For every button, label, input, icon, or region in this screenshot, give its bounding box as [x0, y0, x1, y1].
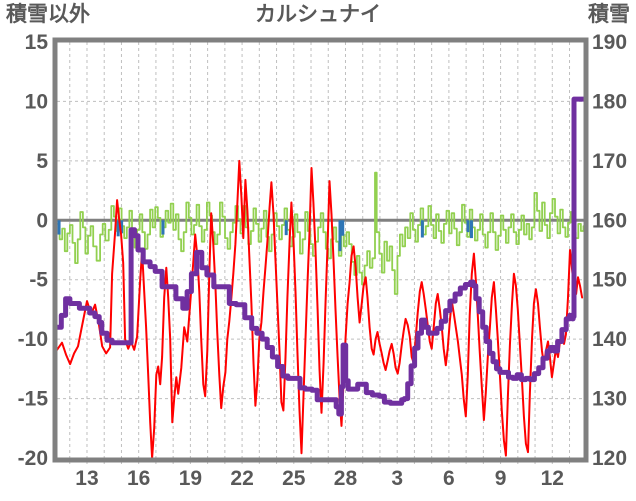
right-axis-tick-label: 180	[592, 90, 627, 113]
series-hourly-step	[57, 171, 584, 295]
x-axis-tick-label: 12	[541, 467, 564, 490]
series-precip-bars-bar	[466, 220, 470, 233]
x-axis-tick-label: 19	[179, 467, 202, 490]
x-axis-tick-label: 6	[443, 467, 455, 490]
left-axis-tick-label: -5	[29, 269, 48, 292]
right-axis-tick-label: 150	[592, 269, 627, 292]
series-precip-bars-bar	[420, 220, 424, 238]
left-axis-tick-label: 15	[25, 31, 49, 54]
series-precip-bars-bar	[120, 220, 124, 234]
series-precip-bars-bar	[161, 220, 165, 235]
series-precip-bars-bar	[57, 220, 61, 235]
right-axis-tick-label: 170	[592, 150, 627, 173]
x-axis-tick-label: 28	[334, 467, 358, 490]
x-axis-tick-label: 16	[127, 467, 150, 490]
series-precip-bars-bar	[116, 220, 120, 237]
left-axis-tick-label: 5	[36, 150, 48, 173]
right-axis-tick-label: 160	[592, 209, 627, 232]
series-precip-bars-bar	[338, 220, 342, 252]
left-axis-tick-label: 0	[36, 209, 48, 232]
plot-border	[52, 37, 589, 463]
left-axis-tick-label: -15	[18, 388, 49, 411]
right-axis-tick-label: 120	[592, 447, 627, 470]
x-axis-tick-label: 22	[230, 467, 253, 490]
left-axis-title: 積雪以外	[6, 3, 90, 26]
right-axis-tick-label: 130	[592, 388, 627, 411]
right-axis-title: 積雪	[588, 3, 630, 26]
x-axis-tick-label: 25	[282, 467, 306, 490]
left-axis-tick-label: 10	[25, 90, 48, 113]
series-precip-bars-bar	[469, 220, 473, 239]
series-snow-depth	[57, 96, 584, 417]
x-axis-tick-label: 13	[75, 467, 98, 490]
right-axis-tick-label: 190	[592, 31, 627, 54]
left-axis-tick-label: -20	[18, 447, 48, 470]
series-precip-bars-bar	[284, 220, 288, 236]
x-axis-tick-label: 9	[495, 467, 507, 490]
x-axis-tick-label: 3	[391, 467, 403, 490]
series-precip-bars-bar	[341, 220, 345, 236]
right-axis-tick-label: 140	[592, 328, 627, 351]
left-axis-tick-label: -10	[18, 328, 48, 351]
series-temperature	[57, 159, 584, 459]
